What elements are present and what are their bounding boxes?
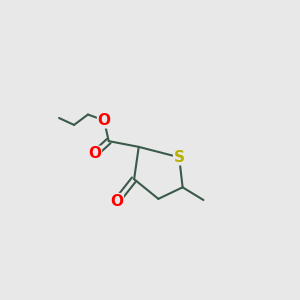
Text: O: O bbox=[98, 113, 111, 128]
Text: O: O bbox=[110, 194, 123, 209]
Text: O: O bbox=[88, 146, 101, 161]
Text: S: S bbox=[174, 150, 185, 165]
